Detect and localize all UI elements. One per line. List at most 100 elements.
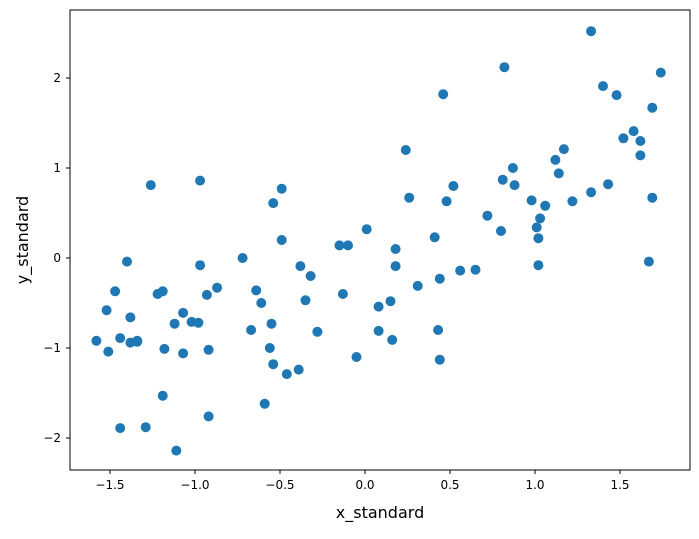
data-point — [567, 196, 578, 207]
data-point — [195, 175, 206, 186]
data-point — [91, 335, 102, 346]
data-point — [203, 411, 214, 422]
data-point — [268, 359, 279, 370]
data-point — [266, 318, 277, 329]
y-tick-label: 1 — [53, 161, 61, 175]
data-point — [433, 325, 444, 335]
data-point — [103, 346, 114, 357]
x-tick-label: 1.5 — [610, 478, 629, 492]
data-point — [385, 296, 396, 307]
data-point — [647, 192, 658, 203]
data-point — [122, 256, 132, 267]
data-point — [268, 198, 279, 209]
data-point — [470, 264, 481, 275]
y-tick-label: −1 — [43, 341, 61, 355]
y-tick-label: 0 — [53, 251, 61, 265]
data-point — [482, 210, 493, 221]
data-point — [343, 240, 353, 251]
data-point — [499, 62, 510, 73]
data-point — [259, 398, 270, 409]
data-point — [293, 364, 304, 375]
data-point — [373, 301, 384, 312]
data-point — [115, 333, 126, 344]
data-point — [643, 256, 654, 267]
data-point — [448, 181, 459, 191]
data-point — [441, 196, 452, 207]
data-point — [390, 244, 401, 254]
x-tick-label: 0.0 — [355, 478, 374, 492]
data-point — [312, 326, 323, 337]
data-point — [611, 90, 622, 101]
x-tick-label: 0.5 — [440, 478, 459, 492]
data-point — [169, 318, 180, 329]
data-point — [276, 235, 287, 245]
data-point — [101, 305, 112, 316]
data-point — [140, 422, 151, 433]
y-tick-label: −2 — [43, 431, 61, 445]
x-tick-label: 1.0 — [525, 478, 544, 492]
data-point — [390, 261, 401, 272]
x-tick-label: −0.5 — [265, 478, 294, 492]
data-point — [300, 295, 311, 306]
x-tick-label: −1.5 — [95, 478, 124, 492]
data-point — [603, 179, 614, 190]
data-point — [455, 265, 466, 276]
data-point — [647, 102, 658, 113]
data-point — [115, 423, 126, 434]
data-point — [438, 89, 449, 100]
data-point — [337, 289, 348, 299]
data-point — [157, 286, 168, 297]
data-point — [387, 334, 398, 345]
data-point — [171, 445, 182, 456]
data-point — [193, 317, 204, 328]
x-axis-label: x_standard — [336, 503, 424, 523]
data-point — [373, 325, 384, 336]
data-point — [201, 289, 212, 300]
data-point — [553, 168, 564, 179]
data-point — [305, 271, 316, 281]
y-axis-label: y_standard — [13, 196, 33, 284]
data-point — [237, 253, 248, 263]
data-point — [434, 273, 445, 284]
data-point — [533, 260, 544, 271]
data-point — [526, 195, 537, 206]
data-point — [132, 335, 143, 346]
data-point — [586, 187, 597, 198]
data-point — [558, 144, 569, 155]
data-point — [586, 26, 597, 37]
data-point — [497, 174, 508, 185]
data-point — [507, 163, 518, 173]
data-point — [635, 150, 646, 161]
data-point — [598, 81, 608, 92]
data-points — [91, 26, 666, 456]
data-point — [281, 369, 292, 380]
data-point — [429, 232, 440, 243]
data-point — [145, 180, 156, 191]
data-point — [628, 126, 639, 137]
y-tick-label: 2 — [53, 71, 61, 85]
data-point — [412, 280, 423, 291]
data-point — [295, 261, 306, 272]
data-point — [246, 325, 257, 335]
data-point — [203, 344, 214, 355]
data-point — [351, 352, 362, 362]
data-point — [535, 213, 546, 224]
data-point — [159, 343, 170, 354]
data-point — [496, 226, 506, 236]
axes-frame — [69, 9, 691, 471]
data-point — [334, 240, 345, 251]
data-point — [404, 192, 415, 203]
data-point — [361, 224, 372, 235]
data-point — [655, 67, 666, 78]
data-point — [434, 354, 445, 365]
data-point — [212, 282, 223, 293]
data-point — [509, 180, 520, 191]
data-point — [110, 286, 121, 297]
data-point — [178, 307, 189, 318]
data-point — [635, 136, 646, 146]
data-point — [533, 233, 544, 244]
x-axis-ticks: −1.5 −1.0 −0.5 0.0 0.5 1.0 1.5 — [95, 470, 630, 492]
data-point — [540, 200, 551, 211]
